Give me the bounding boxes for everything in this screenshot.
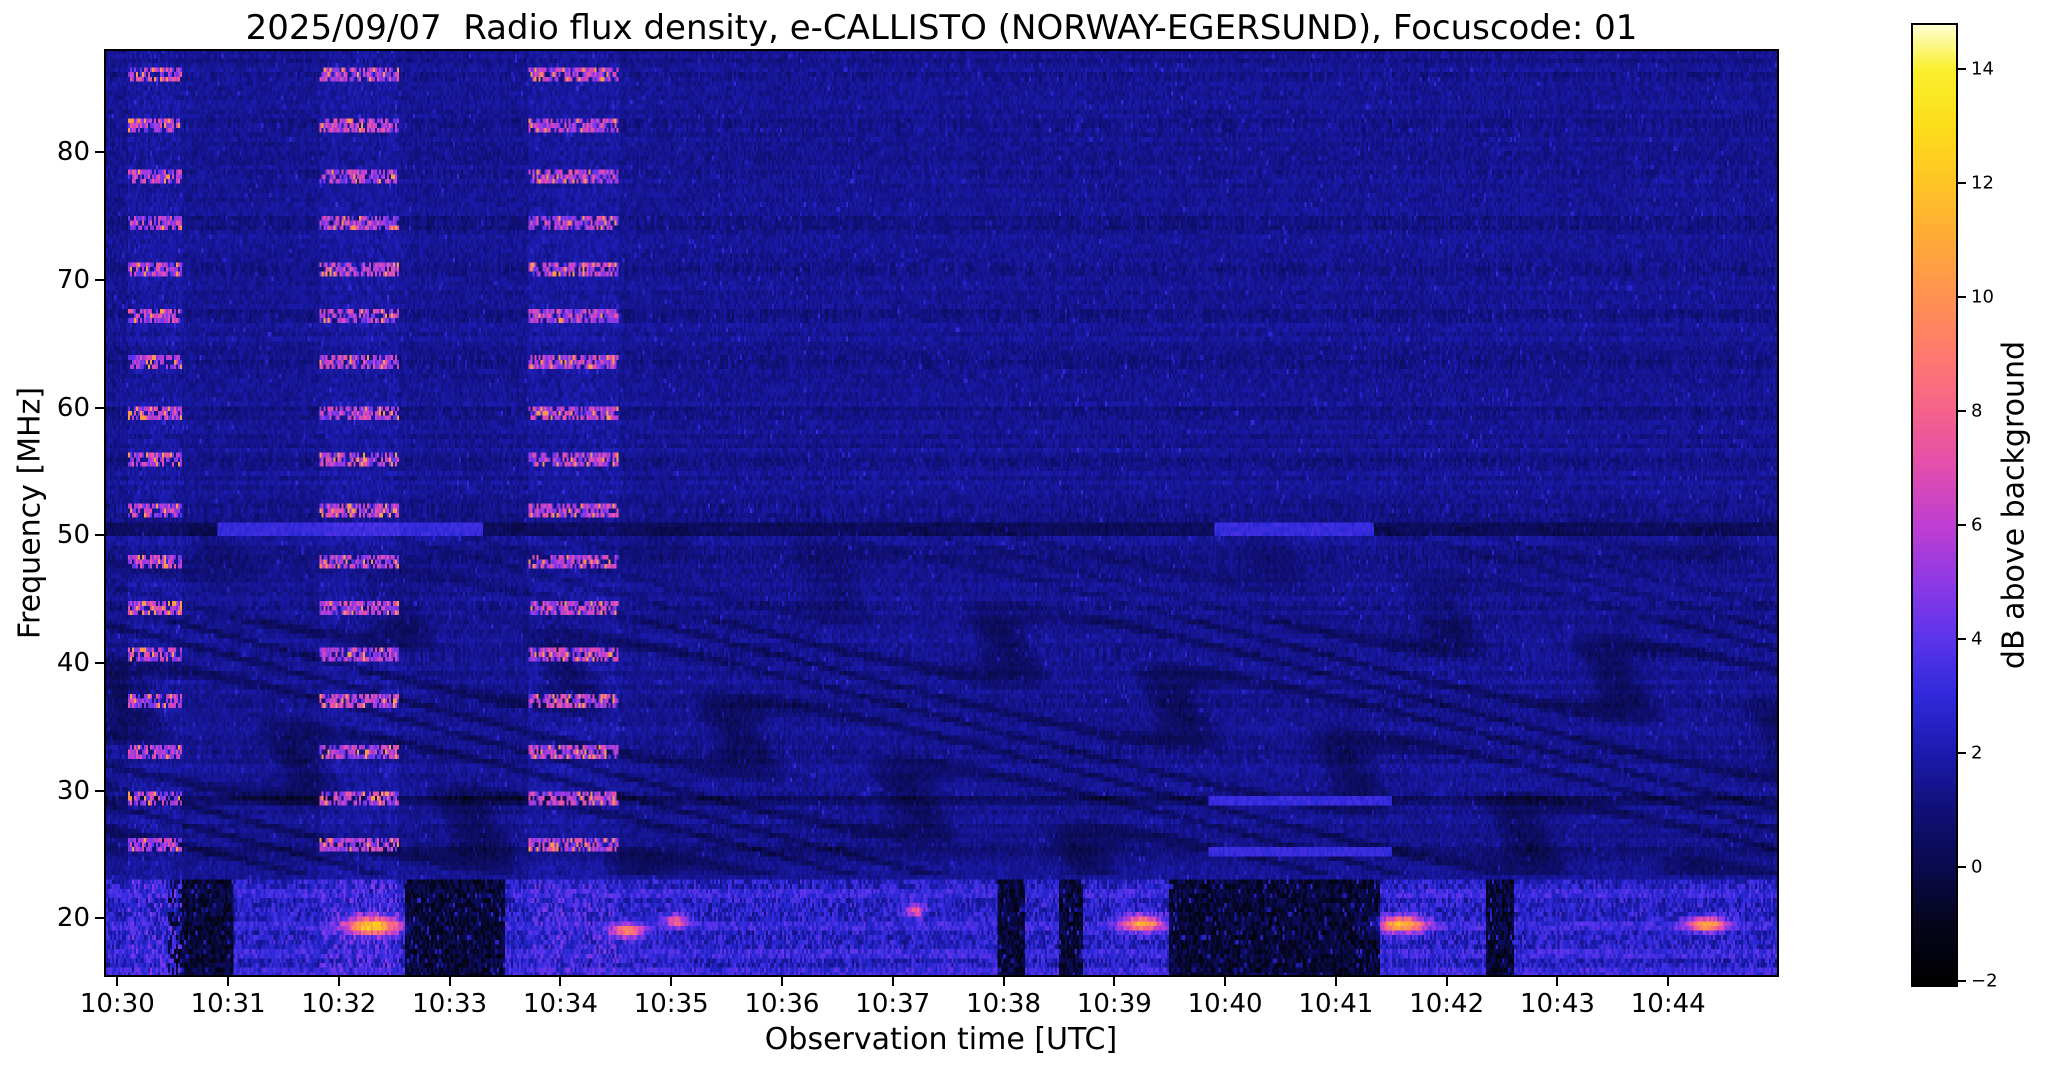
y-tick-label: 30 bbox=[56, 775, 90, 806]
x-tick-mark bbox=[116, 977, 119, 986]
y-tick-mark bbox=[95, 279, 104, 282]
x-tick-mark bbox=[780, 977, 783, 986]
x-tick-mark bbox=[1334, 977, 1337, 986]
y-tick-label: 50 bbox=[56, 520, 90, 551]
y-tick-mark bbox=[95, 789, 104, 792]
x-tick-mark bbox=[1667, 977, 1670, 986]
y-tick-mark bbox=[95, 917, 104, 920]
colorbar-tick-label: 10 bbox=[1971, 286, 1994, 308]
chart-title: 2025/09/07 Radio flux density, e-CALLIST… bbox=[245, 8, 1638, 48]
colorbar-tick-label: 8 bbox=[1971, 400, 1983, 422]
x-tick-mark bbox=[1224, 977, 1227, 986]
colorbar-tick-mark bbox=[1958, 181, 1966, 184]
colorbar-tick-mark bbox=[1958, 638, 1966, 641]
x-tick-label: 10:44 bbox=[1630, 989, 1706, 1019]
colorbar-tick-mark bbox=[1958, 980, 1966, 983]
y-tick-label: 40 bbox=[56, 647, 90, 678]
x-tick-mark bbox=[559, 977, 562, 986]
colorbar-tick-mark bbox=[1958, 295, 1966, 298]
colorbar bbox=[1911, 23, 1958, 987]
y-axis-label: Frequency [MHz] bbox=[12, 386, 48, 640]
x-tick-label: 10:35 bbox=[633, 989, 709, 1019]
x-tick-label: 10:39 bbox=[1076, 989, 1152, 1019]
colorbar-tick-mark bbox=[1958, 67, 1966, 70]
x-tick-mark bbox=[1002, 977, 1005, 986]
x-tick-mark bbox=[227, 977, 230, 986]
x-tick-label: 10:43 bbox=[1519, 989, 1595, 1019]
x-tick-mark bbox=[891, 977, 894, 986]
y-tick-mark bbox=[95, 406, 104, 409]
x-tick-mark bbox=[337, 977, 340, 986]
y-tick-mark bbox=[95, 534, 104, 537]
y-tick-mark bbox=[95, 661, 104, 664]
x-axis-label: Observation time [UTC] bbox=[764, 1022, 1118, 1057]
colorbar-tick-label: −2 bbox=[1971, 970, 1998, 992]
x-tick-label: 10:34 bbox=[522, 989, 598, 1019]
colorbar-tick-mark bbox=[1958, 409, 1966, 412]
y-tick-label: 20 bbox=[56, 903, 90, 934]
plot-area bbox=[104, 49, 1779, 977]
spectrogram-canvas bbox=[104, 49, 1779, 977]
colorbar-tick-mark bbox=[1958, 523, 1966, 526]
colorbar-canvas bbox=[1911, 23, 1958, 987]
x-tick-label: 10:40 bbox=[1187, 989, 1263, 1019]
x-tick-label: 10:42 bbox=[1409, 989, 1485, 1019]
x-tick-mark bbox=[448, 977, 451, 986]
x-tick-label: 10:41 bbox=[1298, 989, 1374, 1019]
colorbar-tick-label: 6 bbox=[1971, 514, 1983, 536]
x-tick-mark bbox=[670, 977, 673, 986]
x-tick-mark bbox=[1556, 977, 1559, 986]
colorbar-tick-label: 12 bbox=[1971, 172, 1994, 194]
y-tick-label: 60 bbox=[56, 392, 90, 423]
x-tick-label: 10:37 bbox=[855, 989, 931, 1019]
y-tick-mark bbox=[95, 151, 104, 154]
y-tick-label: 70 bbox=[56, 265, 90, 296]
colorbar-tick-label: 2 bbox=[1971, 742, 1983, 764]
colorbar-tick-label: 0 bbox=[1971, 856, 1983, 878]
x-tick-label: 10:31 bbox=[190, 989, 266, 1019]
colorbar-tick-label: 4 bbox=[1971, 628, 1983, 650]
x-tick-label: 10:38 bbox=[966, 989, 1041, 1019]
x-tick-label: 10:36 bbox=[744, 989, 820, 1019]
x-tick-label: 10:30 bbox=[79, 989, 155, 1019]
colorbar-tick-mark bbox=[1958, 752, 1966, 755]
x-tick-mark bbox=[1113, 977, 1116, 986]
x-tick-label: 10:32 bbox=[301, 989, 377, 1019]
colorbar-tick-mark bbox=[1958, 866, 1966, 869]
y-tick-label: 80 bbox=[56, 137, 90, 168]
colorbar-label: dB above background bbox=[1996, 340, 2032, 670]
colorbar-tick-label: 14 bbox=[1971, 58, 1994, 80]
x-tick-mark bbox=[1445, 977, 1448, 986]
x-tick-label: 10:33 bbox=[412, 989, 488, 1019]
